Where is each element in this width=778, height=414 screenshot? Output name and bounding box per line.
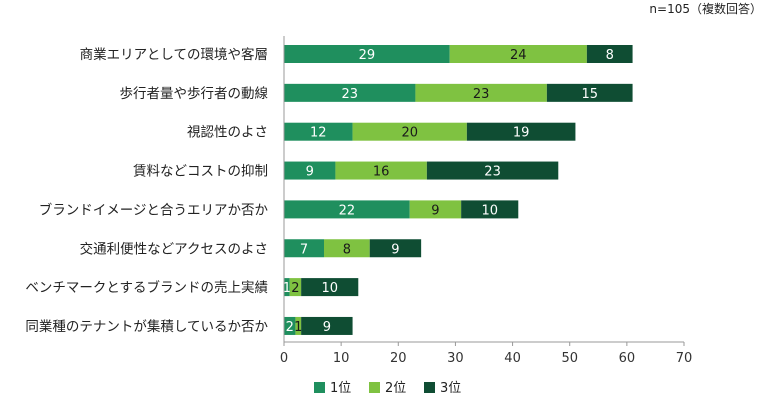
data-label: 23 (473, 87, 490, 102)
data-label: 9 (391, 242, 399, 257)
data-label: 9 (431, 203, 439, 218)
category-label: 同業種のテナントが集積しているか否か (25, 319, 268, 335)
data-label: 10 (321, 281, 338, 296)
legend-label: 1位 (330, 381, 351, 396)
bar-segment (284, 161, 336, 180)
data-label: 2 (291, 281, 299, 296)
bar-segment (301, 278, 359, 297)
data-label: 20 (401, 126, 418, 141)
bar-segment (466, 122, 576, 141)
data-label: 16 (373, 165, 390, 180)
bar-segment (586, 45, 633, 63)
data-label: 23 (341, 87, 358, 102)
category-label: 賃料などコストの抑制 (133, 164, 268, 180)
bar-segment (461, 200, 519, 219)
data-label: 2 (286, 320, 294, 335)
bar-segment (284, 316, 296, 335)
data-label: 12 (310, 126, 327, 141)
category-label: 視認性のよさ (187, 125, 268, 141)
category-label: ベンチマークとするブランドの売上実績 (25, 279, 268, 296)
bar-segment (449, 45, 587, 63)
data-label: 9 (306, 165, 314, 180)
legend-label: 2位 (385, 381, 406, 396)
bar-segment (369, 239, 422, 258)
bar-segment (284, 200, 410, 219)
data-label: 1 (294, 320, 302, 335)
category-label: 商業エリアとしての環境や客層 (80, 46, 268, 63)
category-label: 歩行者量や歩行者の動線 (120, 86, 269, 102)
bar-segment (284, 45, 450, 63)
data-label: 9 (323, 320, 331, 335)
bar-segment (301, 316, 353, 335)
bar-segment (352, 122, 467, 141)
x-tick-label: 30 (447, 351, 464, 366)
data-label: 15 (581, 87, 598, 102)
sample-size-note: n=105（複数回答） (649, 1, 762, 16)
data-label: 29 (359, 48, 376, 63)
data-label: 1 (283, 281, 291, 296)
bar-segment (409, 200, 462, 219)
data-label: 8 (343, 242, 351, 257)
bar-segment (284, 278, 290, 297)
data-label: 22 (339, 203, 356, 218)
data-label: 19 (513, 126, 530, 141)
bar-segment (324, 239, 370, 258)
legend-swatch (369, 382, 380, 393)
data-label: 10 (481, 203, 498, 218)
data-label: 8 (606, 48, 614, 63)
x-tick-label: 50 (561, 351, 578, 366)
category-label: ブランドイメージと合うエリアか否か (39, 201, 269, 218)
legend-swatch (314, 382, 325, 393)
bar-segment (415, 83, 547, 102)
bar-segment (284, 122, 353, 141)
bar-segment (426, 161, 559, 180)
bar-segment (546, 83, 633, 102)
category-label: 交通利便性などアクセスのよさ (80, 240, 268, 257)
x-tick-label: 0 (280, 351, 288, 366)
x-tick-label: 10 (333, 351, 350, 366)
x-tick-label: 70 (676, 351, 693, 366)
bar-segment (284, 83, 416, 102)
bar-segment (295, 316, 302, 335)
bar-segment (335, 161, 427, 180)
data-label: 24 (510, 48, 527, 63)
data-label: 23 (484, 165, 501, 180)
bar-segment (284, 239, 324, 258)
bar-segment (289, 278, 302, 297)
legend-swatch (424, 382, 435, 393)
data-label: 7 (300, 242, 308, 257)
x-tick-label: 60 (619, 351, 636, 366)
x-tick-label: 40 (504, 351, 521, 366)
x-tick-label: 20 (390, 351, 407, 366)
legend-label: 3位 (440, 381, 461, 396)
